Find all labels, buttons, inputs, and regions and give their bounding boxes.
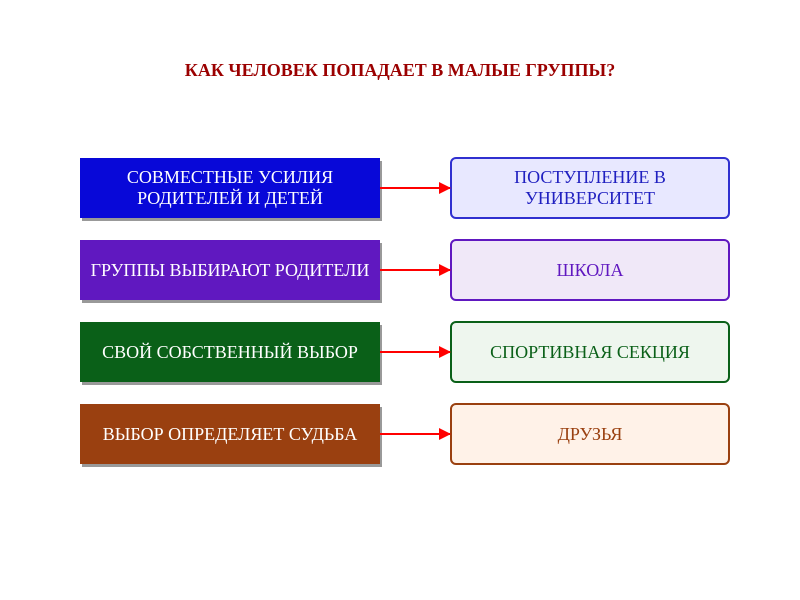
left-box-3: ВЫБОР ОПРЕДЕЛЯЕТ СУДЬБА bbox=[80, 404, 380, 464]
right-box-1: ШКОЛА bbox=[450, 239, 730, 301]
right-box-0: ПОСТУПЛЕНИЕ В УНИВЕРСИТЕТ bbox=[450, 157, 730, 219]
left-box-1: ГРУППЫ ВЫБИРАЮТ РОДИТЕЛИ bbox=[80, 240, 380, 300]
right-box-2: СПОРТИВНАЯ СЕКЦИЯ bbox=[450, 321, 730, 383]
left-box-0: СОВМЕСТНЫЕ УСИЛИЯ РОДИТЕЛЕЙ И ДЕТЕЙ bbox=[80, 158, 380, 218]
left-box-2: СВОЙ СОБСТВЕННЫЙ ВЫБОР bbox=[80, 322, 380, 382]
right-box-3: ДРУЗЬЯ bbox=[450, 403, 730, 465]
diagram-title: КАК ЧЕЛОВЕК ПОПАДАЕТ В МАЛЫЕ ГРУППЫ? bbox=[0, 60, 800, 81]
diagram-stage: КАК ЧЕЛОВЕК ПОПАДАЕТ В МАЛЫЕ ГРУППЫ? СОВ… bbox=[0, 0, 800, 600]
